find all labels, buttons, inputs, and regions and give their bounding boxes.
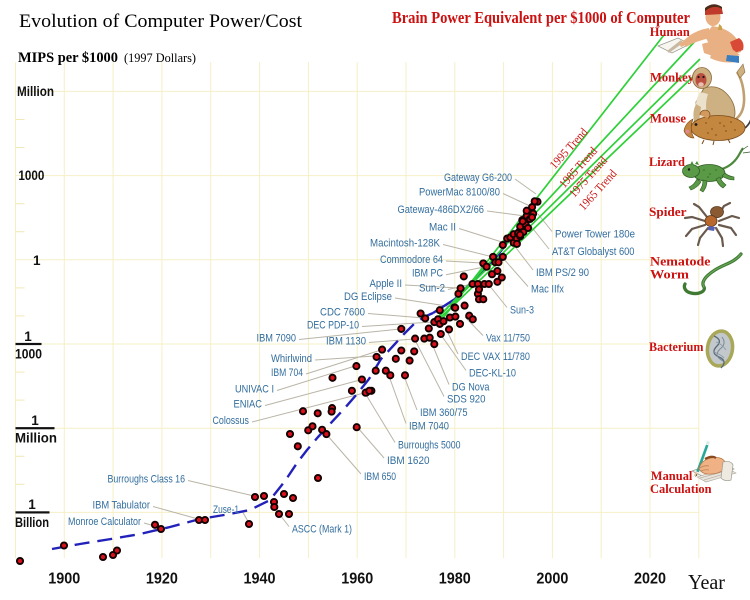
- svg-text:DG Eclipse: DG Eclipse: [344, 291, 392, 303]
- svg-text:Mac II: Mac II: [429, 221, 456, 233]
- svg-text:IBM 650: IBM 650: [364, 471, 396, 483]
- svg-text:2020: 2020: [634, 571, 666, 588]
- svg-text:UNIVAC I: UNIVAC I: [235, 383, 274, 395]
- svg-text:Mac IIfx: Mac IIfx: [531, 283, 565, 295]
- svg-text:1920: 1920: [146, 571, 178, 588]
- svg-text:Macintosh-128K: Macintosh-128K: [370, 237, 440, 249]
- svg-text:Commodore 64: Commodore 64: [380, 254, 443, 266]
- svg-text:1: 1: [28, 497, 36, 512]
- svg-text:1000: 1000: [18, 168, 44, 183]
- svg-text:IBM 1620: IBM 1620: [387, 455, 430, 467]
- svg-text:1: 1: [24, 329, 32, 344]
- svg-text:1: 1: [31, 413, 39, 428]
- svg-text:Vax 11/750: Vax 11/750: [486, 332, 530, 344]
- svg-text:IBM 1130: IBM 1130: [326, 335, 366, 347]
- svg-text:Sun-2: Sun-2: [419, 282, 445, 294]
- svg-text:IBM 704: IBM 704: [271, 367, 303, 379]
- svg-text:Colossus: Colossus: [213, 415, 250, 427]
- svg-text:ENIAC: ENIAC: [234, 398, 263, 410]
- svg-text:AT&T Globalyst 600: AT&T Globalyst 600: [552, 246, 635, 258]
- svg-text:IBM 360/75: IBM 360/75: [420, 407, 468, 419]
- svg-text:Mouse: Mouse: [650, 111, 686, 126]
- svg-text:DEC VAX 11/780: DEC VAX 11/780: [461, 351, 530, 363]
- svg-text:Spider: Spider: [649, 204, 687, 219]
- svg-text:PowerMac 8100/80: PowerMac 8100/80: [419, 186, 500, 198]
- svg-text:Year: Year: [688, 570, 725, 594]
- svg-text:Burroughs 5000: Burroughs 5000: [398, 439, 461, 451]
- svg-text:Bacterium: Bacterium: [649, 339, 704, 354]
- svg-text:1940: 1940: [244, 571, 276, 588]
- svg-text:Million: Million: [17, 84, 54, 99]
- svg-text:Gateway G6-200: Gateway G6-200: [444, 172, 512, 184]
- svg-text:DG Nova: DG Nova: [452, 381, 490, 393]
- svg-text:Burroughs Class 16: Burroughs Class 16: [108, 473, 186, 485]
- svg-text:MIPS per $1000: MIPS per $1000: [18, 50, 118, 66]
- svg-text:Brain Power Equivalent per $10: Brain Power Equivalent per $1000 of Comp…: [392, 8, 690, 27]
- svg-text:IBM PS/2 90: IBM PS/2 90: [536, 267, 589, 279]
- svg-text:Evolution of Computer Power/Co: Evolution of Computer Power/Cost: [19, 11, 303, 32]
- svg-text:Monroe Calculator: Monroe Calculator: [68, 516, 141, 528]
- svg-text:1960: 1960: [341, 571, 373, 588]
- svg-text:Lizard: Lizard: [649, 154, 686, 169]
- svg-text:Apple II: Apple II: [370, 278, 403, 290]
- svg-text:(1997 Dollars): (1997 Dollars): [124, 50, 196, 65]
- svg-text:2000: 2000: [536, 571, 568, 588]
- svg-text:Zuse-1: Zuse-1: [213, 504, 239, 516]
- svg-text:1000: 1000: [15, 347, 42, 362]
- svg-text:Gateway-486DX2/66: Gateway-486DX2/66: [398, 204, 485, 216]
- svg-text:IBM Tabulator: IBM Tabulator: [93, 499, 151, 511]
- svg-text:Worm: Worm: [650, 267, 689, 282]
- svg-text:IBM 7040: IBM 7040: [409, 420, 449, 432]
- svg-text:Sun-3: Sun-3: [510, 304, 534, 316]
- svg-text:ASCC (Mark 1): ASCC (Mark 1): [292, 523, 352, 535]
- svg-text:Billion: Billion: [15, 515, 49, 530]
- svg-text:Whirlwind: Whirlwind: [271, 353, 312, 365]
- svg-text:1980: 1980: [439, 571, 471, 588]
- svg-text:1: 1: [33, 253, 41, 268]
- svg-text:Human: Human: [650, 24, 691, 39]
- svg-text:DEC PDP-10: DEC PDP-10: [307, 319, 359, 331]
- svg-text:Million: Million: [15, 431, 57, 446]
- svg-text:SDS 920: SDS 920: [447, 393, 486, 405]
- svg-text:Nematode: Nematode: [650, 254, 711, 269]
- svg-text:Power Tower 180e: Power Tower 180e: [555, 228, 635, 240]
- svg-text:DEC-KL-10: DEC-KL-10: [469, 367, 516, 379]
- svg-text:CDC 7600: CDC 7600: [320, 306, 365, 318]
- svg-text:IBM PC: IBM PC: [412, 268, 443, 280]
- svg-text:Manual: Manual: [651, 468, 693, 483]
- svg-text:Calculation: Calculation: [650, 481, 712, 496]
- svg-text:1900: 1900: [48, 571, 80, 588]
- svg-text:IBM 7090: IBM 7090: [257, 332, 297, 344]
- svg-text:Monkey: Monkey: [650, 70, 694, 85]
